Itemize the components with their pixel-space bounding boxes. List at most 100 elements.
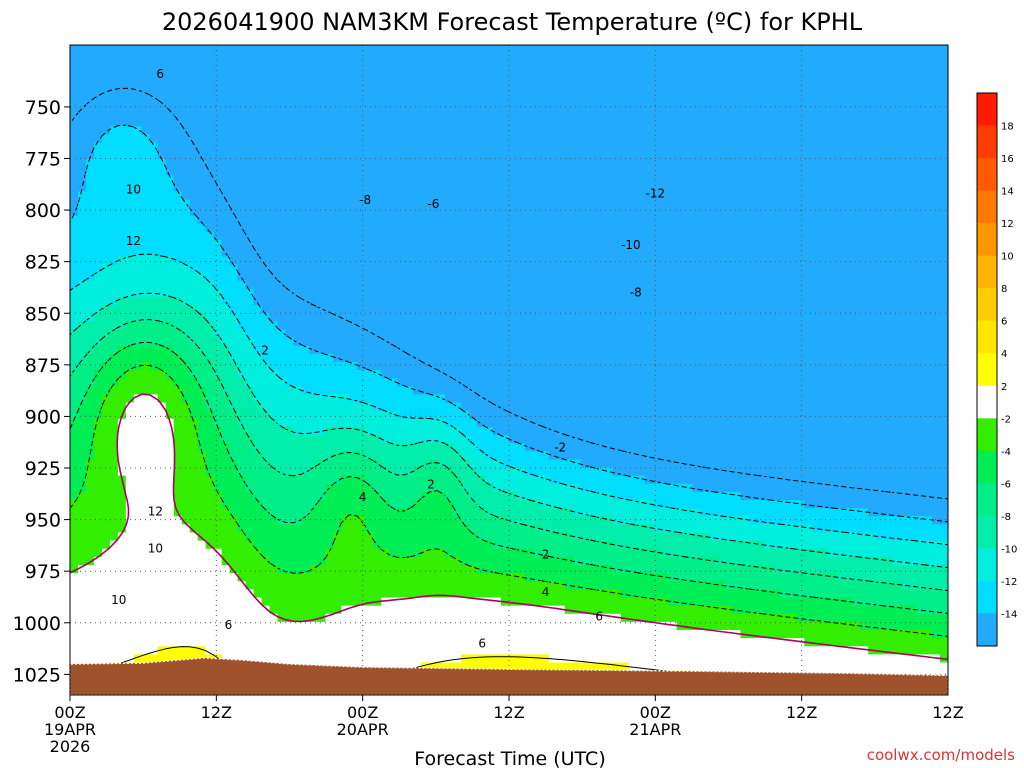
temperature-cell [93, 581, 103, 590]
temperature-cell [261, 101, 271, 111]
temperature-cell [173, 451, 183, 460]
temperature-cell [221, 101, 231, 111]
temperature-cell [229, 589, 239, 599]
temperature-cell [445, 556, 454, 566]
temperature-cell [93, 613, 103, 623]
temperature-cell [317, 69, 327, 79]
temperature-cell [141, 654, 151, 664]
temperature-cell [453, 621, 462, 631]
temperature-cell [365, 597, 374, 607]
temperature-cell [501, 158, 510, 168]
temperature-cell [301, 191, 311, 200]
temperature-cell [205, 613, 215, 623]
temperature-cell [165, 345, 175, 355]
temperature-cell [501, 296, 510, 306]
temperature-cell [181, 321, 191, 330]
temperature-cell [509, 93, 518, 103]
temperature-cell [173, 321, 183, 330]
temperature-cell [389, 361, 398, 371]
temperature-cell [157, 61, 167, 70]
temperature-cell [333, 199, 342, 209]
temperature-cell [556, 134, 566, 144]
temperature-cell [437, 313, 446, 322]
temperature-cell [381, 288, 390, 298]
temperature-cell [173, 305, 183, 314]
temperature-cell [493, 272, 502, 282]
temperature-cell [548, 475, 558, 485]
temperature-cell [397, 175, 406, 184]
temperature-cell [261, 613, 271, 623]
temperature-cell [493, 175, 502, 184]
temperature-cell [373, 483, 382, 493]
temperature-cell [485, 459, 494, 469]
temperature-cell [516, 353, 526, 363]
temperature-cell [229, 378, 239, 387]
temperature-cell [540, 69, 550, 79]
temperature-cell [501, 565, 510, 574]
temperature-cell [221, 353, 231, 363]
temperature-cell [293, 53, 303, 62]
temperature-cell [333, 215, 342, 225]
temperature-cell [397, 93, 406, 103]
temperature-cell [173, 53, 183, 62]
temperature-cell [85, 394, 95, 404]
temperature-cell [189, 77, 199, 87]
temperature-cell [165, 386, 175, 395]
temperature-cell [189, 483, 199, 493]
temperature-cell [237, 329, 247, 339]
temperature-cell [189, 443, 199, 452]
temperature-cell [437, 118, 446, 127]
temperature-cell [453, 313, 462, 322]
temperature-cell [453, 467, 462, 477]
temperature-cell [317, 630, 327, 639]
temperature-cell [437, 288, 446, 298]
temperature-cell [501, 256, 510, 265]
temperature-cell [70, 175, 79, 184]
temperature-cell [477, 370, 486, 379]
temperature-cell [85, 654, 95, 664]
temperature-cell [70, 646, 79, 655]
temperature-cell [117, 597, 127, 607]
temperature-cell [285, 386, 295, 395]
temperature-cell [493, 288, 502, 298]
temperature-cell [564, 134, 574, 144]
temperature-cell [141, 361, 151, 371]
temperature-cell [437, 199, 446, 209]
temperature-cell [397, 662, 406, 672]
temperature-cell [421, 556, 430, 566]
temperature-cell [493, 475, 502, 485]
temperature-cell [429, 288, 438, 298]
temperature-cell [205, 378, 215, 387]
temperature-cell [477, 264, 486, 274]
temperature-cell [109, 459, 119, 469]
temperature-cell [269, 630, 279, 639]
temperature-cell [389, 77, 398, 87]
temperature-cell [501, 231, 510, 241]
temperature-cell [532, 166, 542, 176]
temperature-cell [532, 77, 542, 87]
temperature-cell [556, 589, 566, 599]
temperature-cell [117, 61, 127, 70]
temperature-cell [341, 500, 350, 509]
temperature-cell [556, 646, 566, 655]
temperature-cell [509, 467, 518, 477]
temperature-cell [516, 272, 526, 282]
temperature-cell [109, 142, 119, 152]
temperature-cell [397, 256, 406, 265]
temperature-cell [540, 597, 550, 607]
temperature-cell [309, 280, 319, 290]
temperature-cell [197, 272, 207, 282]
temperature-cell [540, 61, 550, 70]
temperature-cell [85, 524, 95, 534]
temperature-cell [349, 646, 358, 655]
temperature-cell [461, 248, 470, 257]
temperature-cell [77, 621, 87, 631]
temperature-cell [341, 565, 350, 574]
temperature-cell [453, 654, 462, 664]
temperature-cell [357, 126, 366, 135]
temperature-cell [373, 418, 382, 428]
temperature-cell [229, 621, 239, 631]
temperature-cell [125, 353, 135, 363]
temperature-cell [269, 296, 279, 306]
temperature-cell [365, 402, 374, 412]
